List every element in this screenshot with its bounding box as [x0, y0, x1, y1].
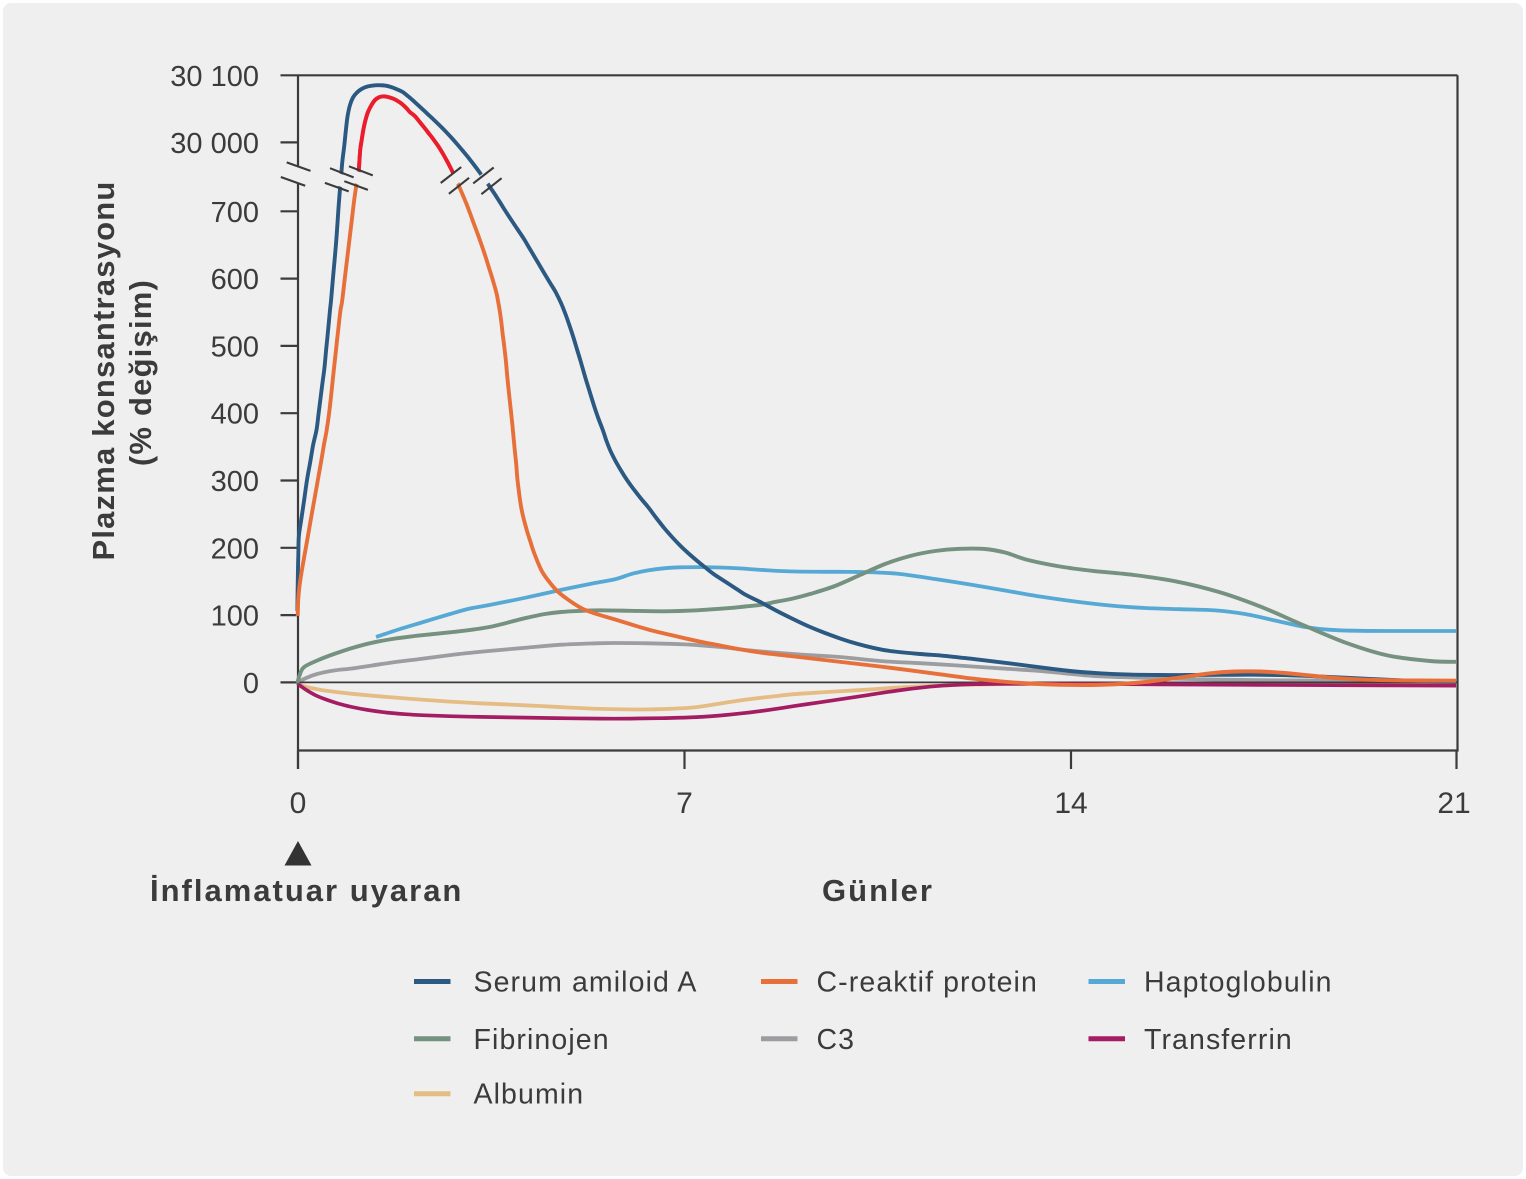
svg-text:200: 200 [211, 533, 259, 565]
svg-text:Serum amiloid A: Serum amiloid A [474, 967, 698, 999]
svg-text:0: 0 [290, 787, 307, 820]
svg-text:Fibrinojen: Fibrinojen [474, 1024, 610, 1056]
svg-text:700: 700 [211, 197, 259, 229]
svg-text:500: 500 [211, 331, 259, 363]
svg-text:30 100: 30 100 [170, 61, 259, 93]
svg-text:7: 7 [676, 787, 693, 820]
svg-text:(% değişim): (% değişim) [123, 279, 158, 466]
svg-text:0: 0 [243, 668, 259, 700]
svg-text:Plazma konsantrasyonu: Plazma konsantrasyonu [86, 180, 121, 560]
svg-text:600: 600 [211, 264, 259, 296]
svg-text:21: 21 [1437, 787, 1470, 820]
svg-text:14: 14 [1054, 787, 1087, 820]
svg-text:Haptoglobulin: Haptoglobulin [1144, 967, 1333, 999]
svg-text:100: 100 [211, 601, 259, 633]
svg-text:400: 400 [211, 399, 259, 431]
svg-text:Albumin: Albumin [474, 1079, 585, 1111]
svg-text:Transferrin: Transferrin [1144, 1024, 1293, 1056]
svg-text:30 000: 30 000 [170, 128, 259, 160]
svg-text:300: 300 [211, 466, 259, 498]
svg-text:İnflamatuar uyaran: İnflamatuar uyaran [150, 873, 463, 908]
svg-text:C3: C3 [817, 1024, 856, 1056]
svg-text:Günler: Günler [822, 873, 934, 908]
svg-text:C-reaktif protein: C-reaktif protein [817, 967, 1038, 999]
